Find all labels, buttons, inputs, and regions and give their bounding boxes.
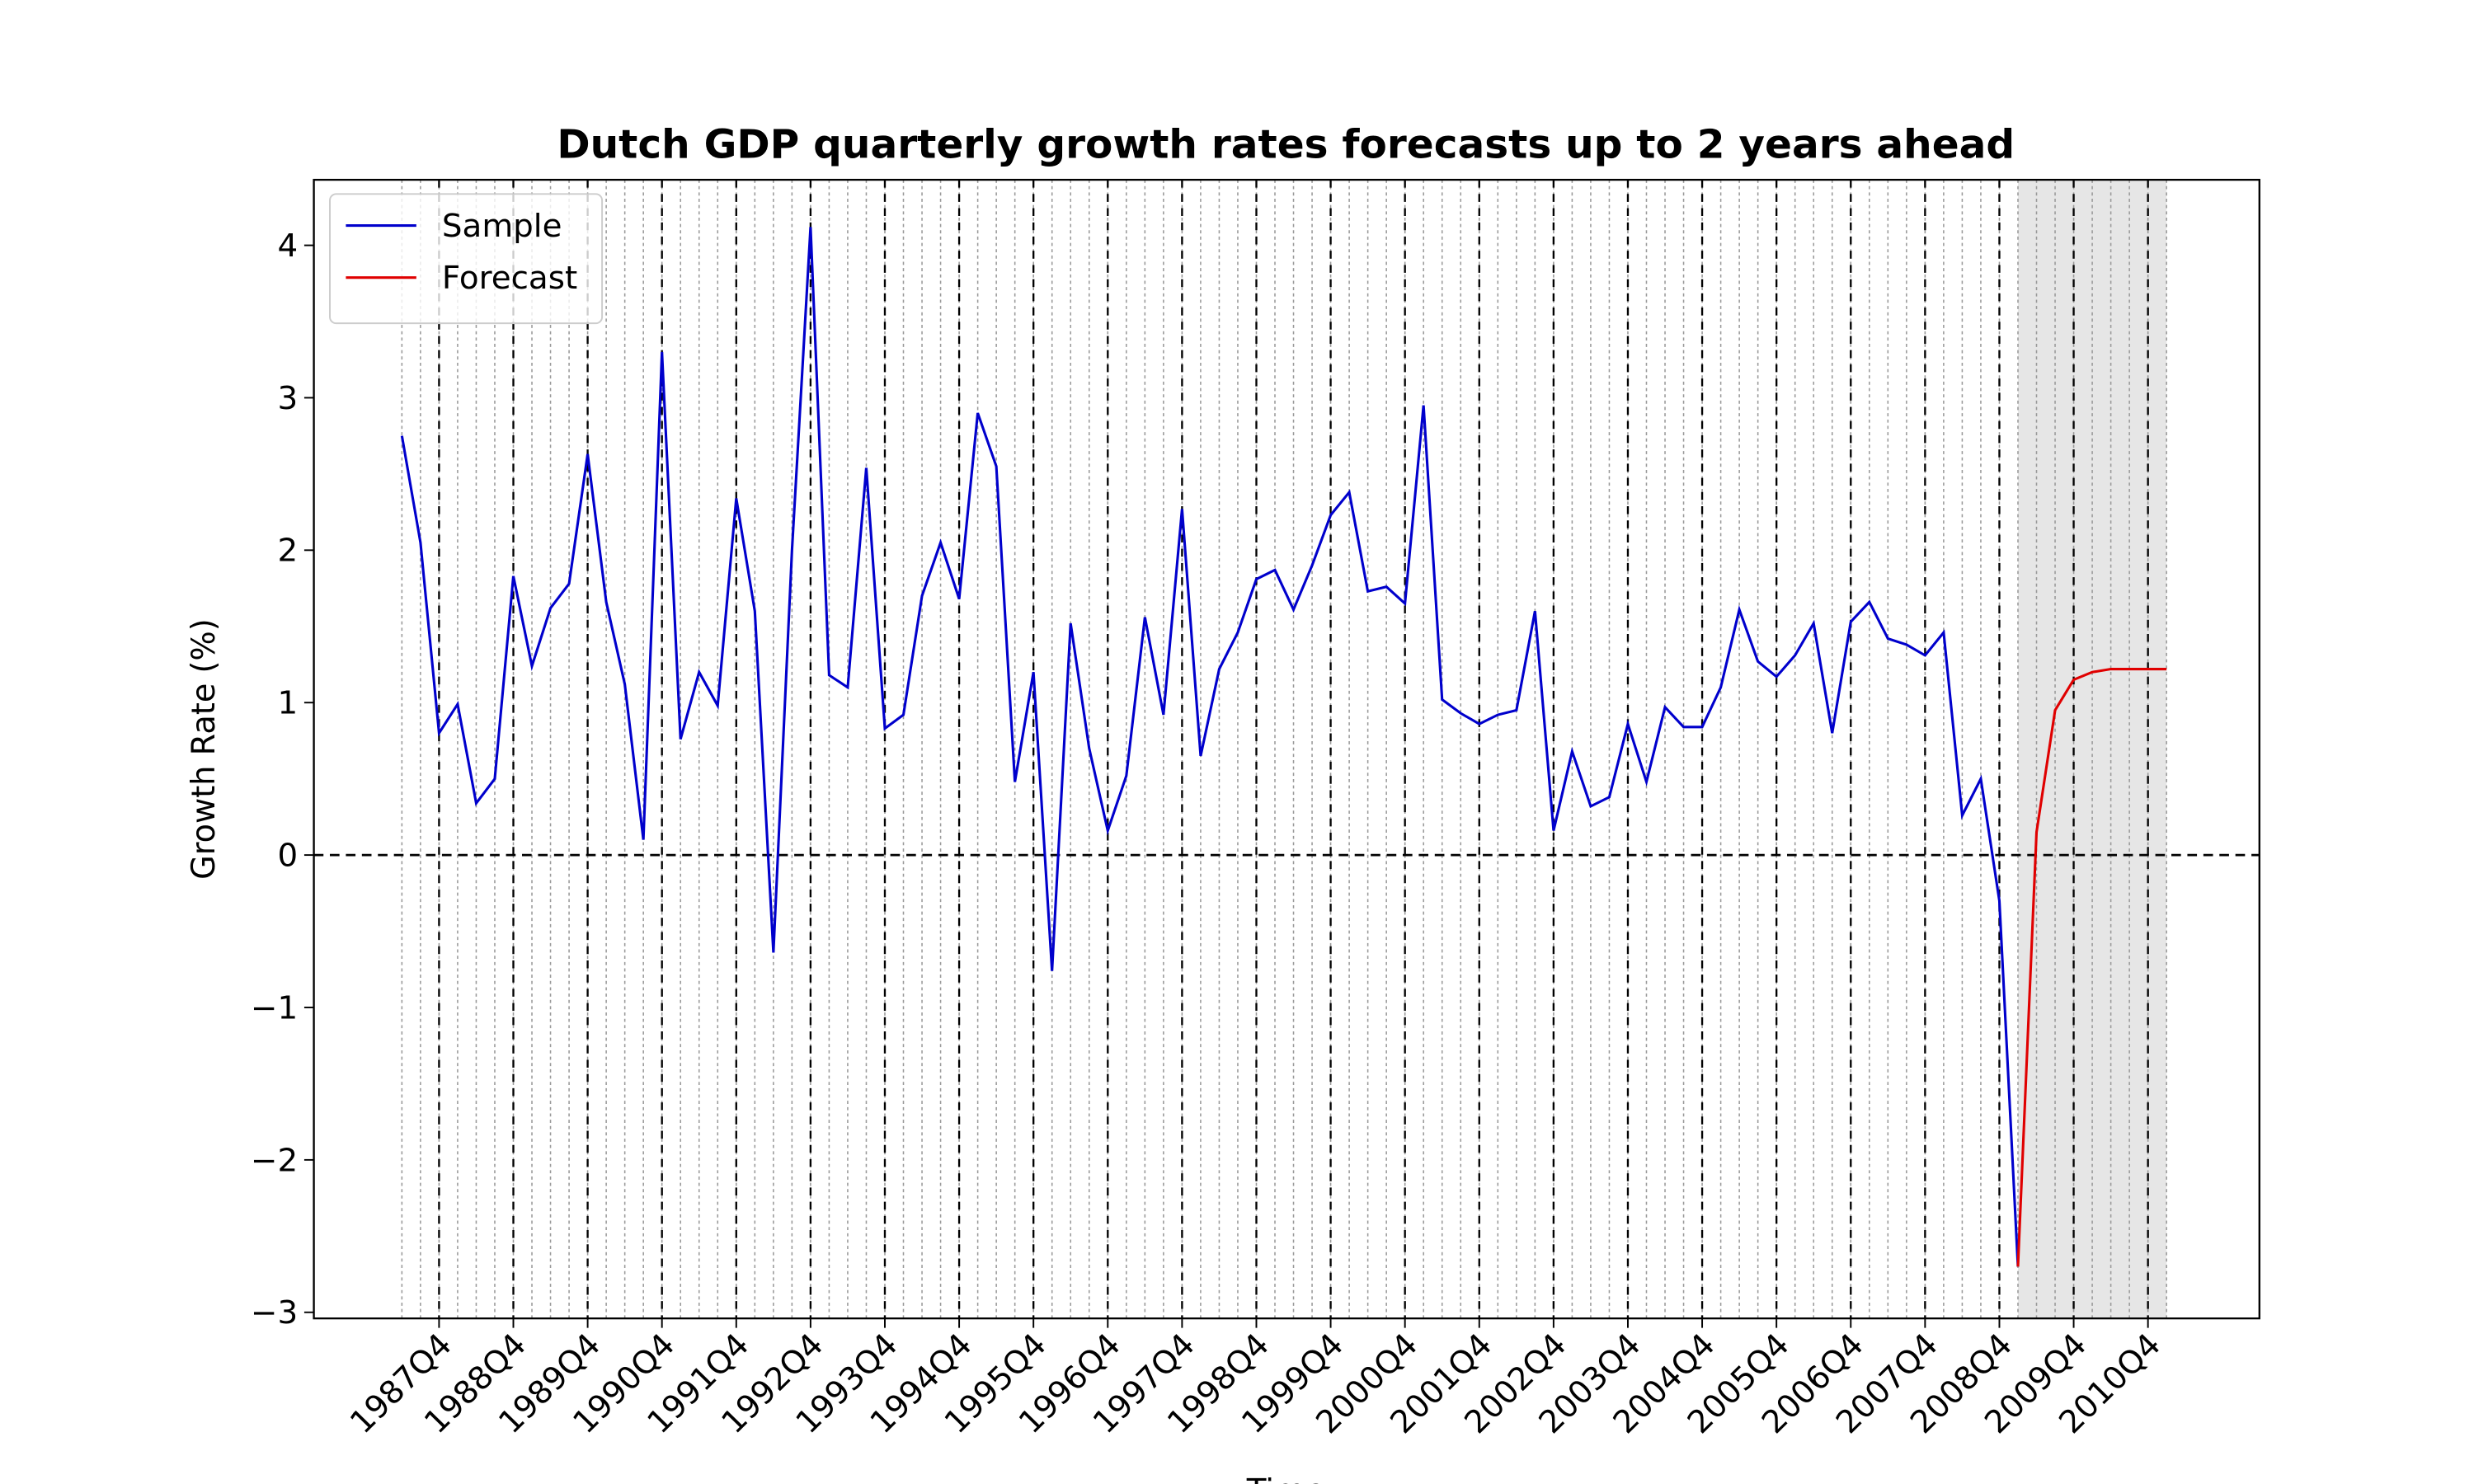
y-tick-label: −1 [251, 990, 298, 1027]
x-axis-label: Time [1246, 1472, 1325, 1484]
series-line [400, 227, 2020, 1267]
y-tick-label: 3 [277, 380, 298, 417]
y-tick-label: 4 [277, 228, 298, 265]
y-tick-label: −3 [251, 1294, 298, 1331]
legend-label: Forecast [442, 260, 577, 297]
line-layer [400, 227, 2167, 1267]
grid-layer [313, 180, 2260, 1319]
chart-title: Dutch GDP quarterly growth rates forecas… [557, 122, 2015, 168]
plot-frame [313, 178, 2260, 1320]
y-tick-label: 2 [277, 533, 298, 570]
y-tick-label: 0 [277, 838, 298, 875]
y-tick-label: 1 [277, 685, 298, 722]
legend-label: Sample [442, 208, 562, 245]
legend: Sample Forecast [329, 193, 604, 325]
series-line [2016, 668, 2167, 1267]
y-axis-label: Growth Rate (%) [186, 618, 223, 880]
y-tick-label: −2 [251, 1143, 298, 1180]
